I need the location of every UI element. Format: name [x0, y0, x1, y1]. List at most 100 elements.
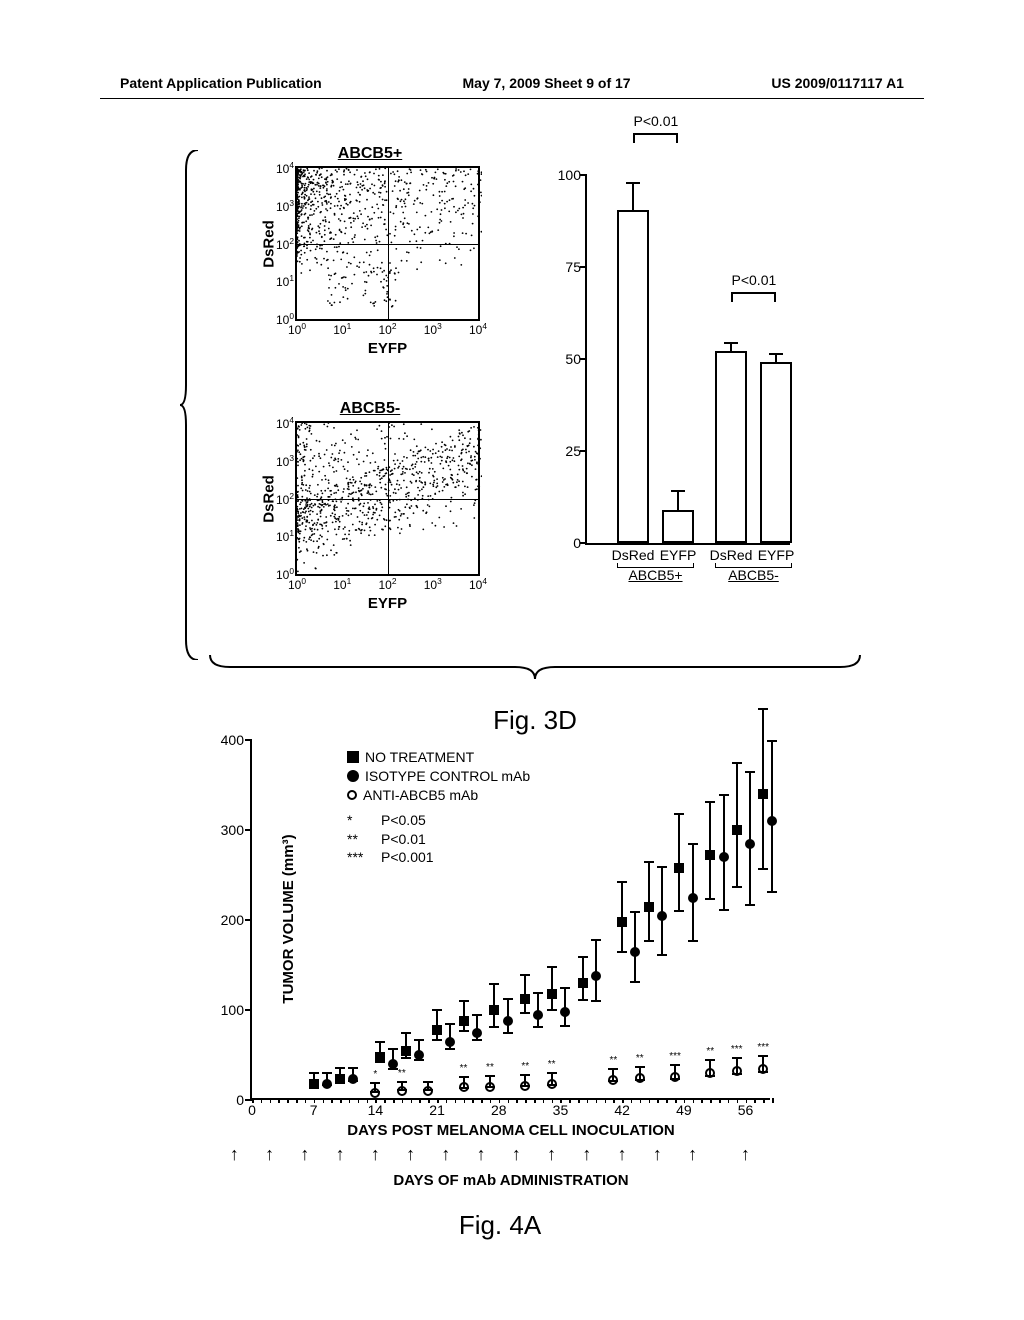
bar-chart: IN VIVO CELL FLUORESCENCE (%) 0255075100… — [530, 175, 790, 615]
legend-marker-icon — [347, 770, 359, 782]
bar-group-label: ABCB5- — [715, 567, 792, 583]
brace-left — [180, 150, 200, 660]
arrow-icon: ↑ — [230, 1144, 239, 1165]
data-point — [767, 816, 777, 826]
plot4-legend: NO TREATMENTISOTYPE CONTROL mAbANTI-ABCB… — [347, 748, 530, 867]
data-point: * — [370, 1088, 380, 1098]
data-point — [503, 1016, 513, 1026]
legend-row: ANTI-ABCB5 mAb — [347, 786, 530, 805]
plot4-y-label: TUMOR VOLUME (mm³) — [280, 834, 297, 1003]
scatter-x-label: EYFP — [368, 595, 407, 612]
arrow-row: ↑↑↑↑↑↑↑↑↑↑↑↑↑↑↑ — [252, 1144, 770, 1174]
arrow-icon: ↑ — [547, 1144, 556, 1165]
data-point — [414, 1050, 424, 1060]
data-point — [348, 1074, 358, 1084]
arrow-icon: ↑ — [336, 1144, 345, 1165]
data-point — [688, 893, 698, 903]
header-right: US 2009/0117117 A1 — [771, 75, 904, 91]
data-point: *** — [758, 1064, 768, 1074]
scatter-dots — [297, 423, 482, 578]
arrow-icon: ↑ — [512, 1144, 521, 1165]
arrow-label: DAYS OF mAb ADMINISTRATION — [393, 1172, 628, 1189]
data-point: ** — [635, 1073, 645, 1083]
p-value-label: P<0.01 — [634, 113, 679, 129]
arrow-icon: ↑ — [477, 1144, 486, 1165]
arrow-icon: ↑ — [265, 1144, 274, 1165]
legend-marker-icon — [347, 751, 359, 763]
legend-row: ISOTYPE CONTROL mAb — [347, 767, 530, 786]
scatter-axes: DsRedEYFP100100101101102102103103104104 — [295, 421, 480, 576]
data-point — [423, 1086, 433, 1096]
scatter-plot-abcb5+: ABCB5+DsRedEYFP1001001011011021021031031… — [240, 145, 500, 321]
plot4-x-label: DAYS POST MELANOMA CELL INOCULATION — [347, 1122, 675, 1139]
data-point: ** — [547, 1079, 557, 1089]
arrow-icon: ↑ — [653, 1144, 662, 1165]
data-point: ** — [520, 1081, 530, 1091]
legend-marker-icon — [347, 790, 357, 800]
data-point — [732, 825, 742, 835]
data-point: ** — [705, 1068, 715, 1078]
data-point — [445, 1037, 455, 1047]
page-header: Patent Application Publication May 7, 20… — [0, 75, 1024, 91]
data-point — [520, 994, 530, 1004]
arrow-icon: ↑ — [371, 1144, 380, 1165]
brace-icon — [180, 150, 200, 660]
data-point — [644, 902, 654, 912]
data-point: *** — [670, 1072, 680, 1082]
bar-ABCB5--DsRed — [715, 351, 747, 543]
data-point — [459, 1016, 469, 1026]
data-point — [322, 1079, 332, 1089]
scatter-y-label: DsRed — [260, 220, 277, 268]
data-point: ** — [459, 1082, 469, 1092]
p-value-label: P<0.01 — [732, 272, 777, 288]
arrow-icon: ↑ — [582, 1144, 591, 1165]
data-point — [591, 971, 601, 981]
header-left: Patent Application Publication — [120, 75, 322, 91]
bar-x-label: DsRed — [612, 543, 655, 563]
arrow-icon: ↑ — [406, 1144, 415, 1165]
arrow-icon: ↑ — [441, 1144, 450, 1165]
fig3d-caption: Fig. 3D — [200, 705, 870, 736]
data-point — [705, 850, 715, 860]
bar-group-label: ABCB5+ — [617, 567, 694, 583]
data-point — [547, 989, 557, 999]
bar-x-label: DsRed — [710, 543, 753, 563]
data-point — [674, 863, 684, 873]
data-point — [578, 978, 588, 988]
fig4a-caption: Fig. 4A — [180, 1210, 820, 1241]
legend-row: NO TREATMENT — [347, 748, 530, 767]
brace-bottom-icon — [200, 655, 870, 685]
data-point: ** — [485, 1082, 495, 1092]
scatter-x-label: EYFP — [368, 340, 407, 357]
data-point — [630, 947, 640, 957]
bar-x-label: EYFP — [758, 543, 795, 563]
scatter-y-label: DsRed — [260, 475, 277, 523]
data-point — [560, 1007, 570, 1017]
scatter-axes: DsRedEYFP100100101101102102103103104104 — [295, 166, 480, 321]
arrow-icon: ↑ — [688, 1144, 697, 1165]
data-point — [472, 1028, 482, 1038]
data-point — [388, 1059, 398, 1069]
bar-axes: 0255075100DsRedEYFPDsRedEYFPABCB5+ABCB5-… — [585, 175, 790, 545]
bar-ABCB5+-DsRed — [617, 210, 649, 543]
data-point — [657, 911, 667, 921]
data-point: ** — [397, 1086, 407, 1096]
arrow-icon: ↑ — [300, 1144, 309, 1165]
figure-3d: ABCB5+ DsRedEYFP1001001011011021021031031… — [200, 145, 800, 685]
scatter-plot-abcb5-: ABCB5-DsRedEYFP1001001011011021021031031… — [240, 400, 500, 576]
data-point — [533, 1010, 543, 1020]
data-point: *** — [732, 1066, 742, 1076]
scatter-dots — [297, 168, 482, 323]
data-point — [617, 917, 627, 927]
data-point — [309, 1079, 319, 1089]
tumor-volume-plot: TUMOR VOLUME (mm³) DAYS POST MELANOMA CE… — [250, 740, 770, 1100]
data-point — [745, 839, 755, 849]
data-point — [489, 1005, 499, 1015]
data-point — [758, 789, 768, 799]
data-point — [432, 1025, 442, 1035]
data-point — [335, 1074, 345, 1084]
bar-ABCB5--EYFP — [760, 362, 792, 543]
arrow-icon: ↑ — [741, 1144, 750, 1165]
fig3d-brace-bottom — [200, 655, 870, 690]
arrow-icon: ↑ — [618, 1144, 627, 1165]
